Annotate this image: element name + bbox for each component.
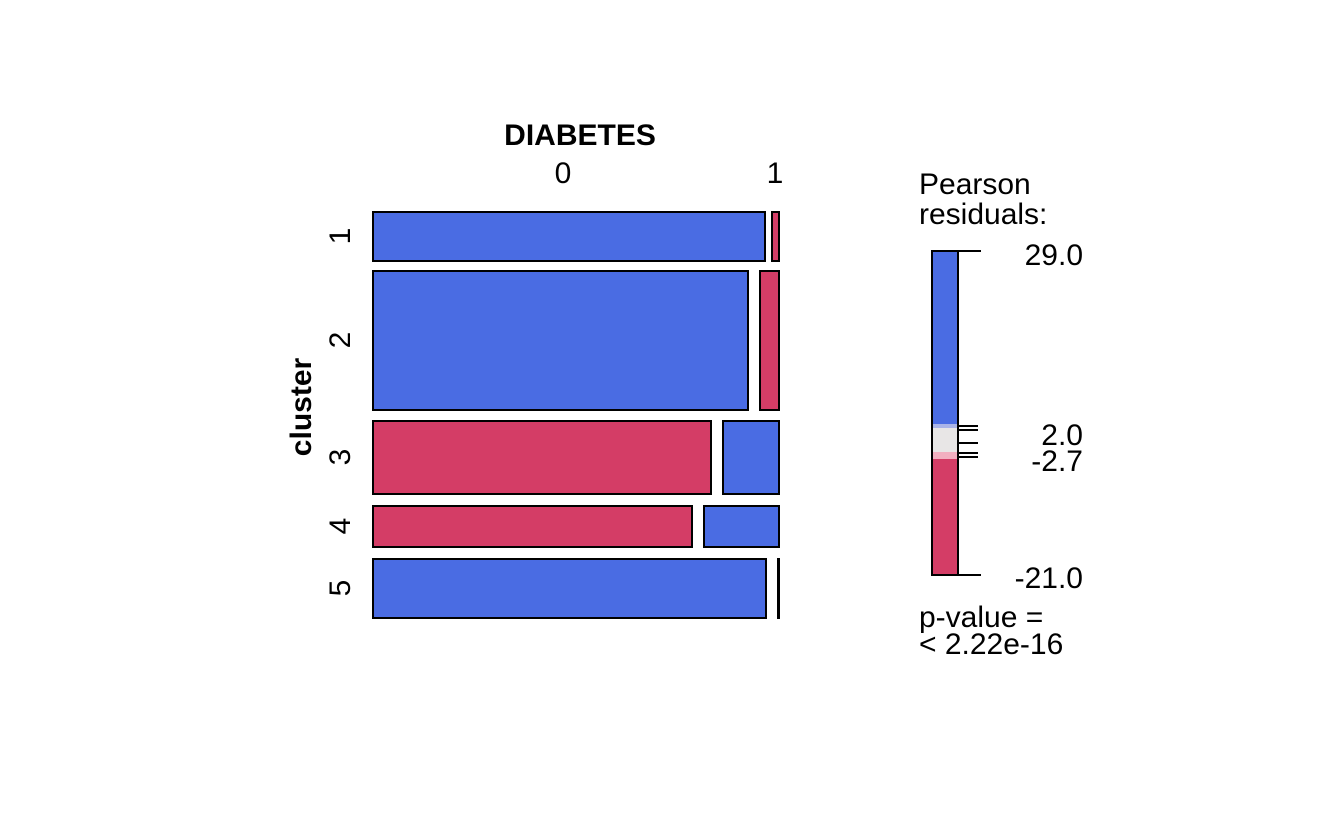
legend-scale-label-2.0: 2.0: [1041, 419, 1083, 452]
legend-long-tick: [931, 574, 981, 576]
mosaic-cell-cluster2-diabetes1: [759, 270, 780, 411]
legend-short-tick: [959, 442, 978, 444]
mosaic-cell-cluster1-diabetes0: [372, 211, 766, 262]
legend-title-line-2: residuals:: [919, 198, 1048, 231]
legend-scale-label--2.7: -2.7: [1031, 445, 1083, 478]
legend-segment-neutral: [933, 428, 957, 452]
y-category-label-2: 2: [324, 331, 357, 349]
y-variable-title: cluster: [285, 357, 318, 457]
legend-scale-label--21.0: -21.0: [1014, 562, 1083, 595]
mosaic-cell-cluster5-diabetes1: [777, 558, 780, 619]
mosaic-cell-cluster5-diabetes0: [372, 558, 767, 619]
y-category-label-1: 1: [324, 227, 357, 245]
x-variable-title: DIABETES: [504, 119, 656, 152]
legend-segment-negative: [933, 459, 957, 576]
mosaic-cell-cluster3-diabetes1: [722, 420, 780, 495]
legend-segment-positive: [933, 250, 957, 424]
mosaic-cell-cluster4-diabetes0: [372, 505, 693, 548]
x-category-label-1: 1: [766, 157, 784, 190]
p-value-line-1: p-value =: [919, 601, 1044, 634]
legend-title-line-1: Pearson: [919, 168, 1031, 201]
legend-gradient-bar: [931, 250, 959, 576]
x-category-label-0: 0: [554, 157, 572, 190]
mosaic-cell-cluster4-diabetes1: [703, 505, 780, 548]
legend-segment-light_negative: [933, 452, 957, 459]
legend-long-tick: [931, 250, 981, 252]
mosaic-cell-cluster1-diabetes1: [771, 211, 780, 262]
legend-segment-light_positive: [933, 424, 957, 428]
p-value-line-2: < 2.22e-16: [919, 628, 1064, 661]
legend-title: Pearson residuals:: [919, 170, 1047, 230]
legend-scale-label-29.0: 29.0: [1024, 239, 1083, 272]
y-category-label-4: 4: [324, 517, 357, 535]
legend-short-tick: [959, 425, 978, 427]
mosaic-cell-cluster3-diabetes0: [372, 420, 712, 495]
legend-short-tick: [959, 429, 978, 431]
y-category-label-3: 3: [324, 448, 357, 466]
mosaic-cell-cluster2-diabetes0: [372, 270, 749, 411]
p-value-text: p-value = < 2.22e-16: [919, 601, 1064, 661]
legend-short-tick: [959, 452, 978, 454]
y-category-label-5: 5: [324, 579, 357, 597]
legend-short-tick: [959, 456, 978, 458]
